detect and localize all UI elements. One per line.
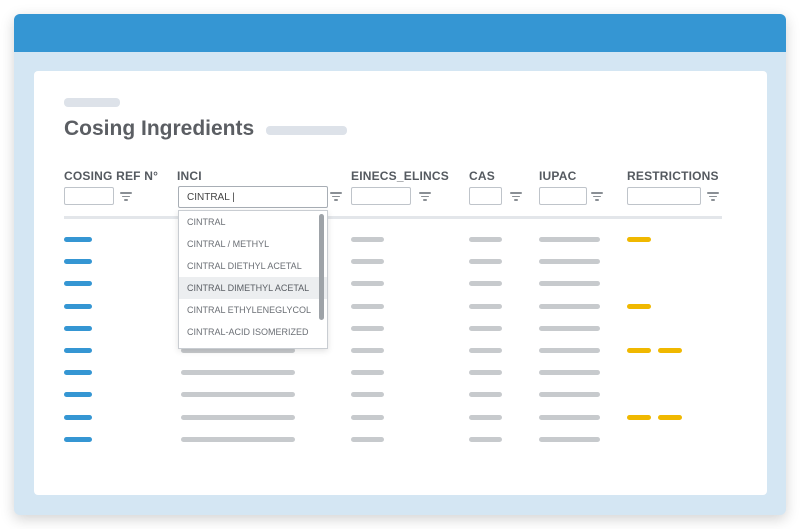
column-header-cas[interactable]: CAS [469,169,495,183]
einecs-placeholder [351,437,384,442]
einecs-filter-icon[interactable] [419,190,431,202]
iupac-placeholder [539,237,600,242]
cas-placeholder [469,348,502,353]
column-header-inci[interactable]: INCI [177,169,202,183]
restriction-placeholder [627,348,651,353]
cas-placeholder [469,370,502,375]
restriction-placeholder [627,237,651,242]
einecs-placeholder [351,370,384,375]
einecs-placeholder [351,326,384,331]
autocomplete-option[interactable]: CINTRAL DIETHYL ACETAL [187,261,302,271]
cas-placeholder [469,304,502,309]
cosing-ref-placeholder [64,237,92,242]
cosing-ref-placeholder [64,326,92,331]
inci-placeholder [181,437,295,442]
autocomplete-option[interactable]: CINTRAL ETHYLENEGLYCOL [187,305,312,315]
cas-placeholder [469,415,502,420]
iupac-placeholder [539,281,600,286]
einecs-filter-input[interactable] [351,187,411,205]
column-header-cosing-ref[interactable]: COSING REF N° [64,169,159,183]
inci-placeholder [181,392,295,397]
inci-placeholder [181,415,295,420]
iupac-placeholder [539,348,600,353]
restriction-placeholder [658,415,682,420]
inci-placeholder [181,348,295,353]
cosing-ref-placeholder [64,259,92,264]
iupac-placeholder [539,259,600,264]
column-header-iupac[interactable]: IUPAC [539,169,577,183]
einecs-placeholder [351,415,384,420]
cas-placeholder [469,281,502,286]
breadcrumb-placeholder [64,98,120,107]
autocomplete-option-highlighted[interactable]: CINTRAL DIMETHYL ACETAL [179,277,327,299]
restrictions-filter-input[interactable] [627,187,701,205]
cas-filter-icon[interactable] [510,190,522,202]
autocomplete-option[interactable]: CINTRAL [187,217,226,227]
restrictions-filter-icon[interactable] [707,190,719,202]
ingredients-card: Cosing Ingredients COSING REF N° INCI EI… [34,71,767,495]
iupac-placeholder [539,415,600,420]
iupac-filter-input[interactable] [539,187,587,205]
cosing-ref-placeholder [64,437,92,442]
inci-placeholder [181,370,295,375]
inci-filter-icon[interactable] [330,190,342,202]
autocomplete-option[interactable]: CINTRAL-ACID ISOMERIZED [187,327,309,337]
einecs-placeholder [351,281,384,286]
autocomplete-option[interactable]: CINTRAL / METHYL [187,239,270,249]
cas-placeholder [469,326,502,331]
header-divider [64,216,722,219]
column-header-restrictions[interactable]: RESTRICTIONS [627,169,719,183]
restriction-placeholder [627,415,651,420]
cosing-ref-placeholder [64,281,92,286]
iupac-placeholder [539,437,600,442]
einecs-placeholder [351,259,384,264]
column-header-einecs-elincs[interactable]: EINECS_ELINCS [351,169,449,183]
einecs-placeholder [351,392,384,397]
iupac-placeholder [539,326,600,331]
iupac-placeholder [539,392,600,397]
inci-autocomplete-dropdown[interactable]: CINTRAL CINTRAL / METHYL CINTRAL DIETHYL… [178,210,328,349]
cosing-ref-placeholder [64,304,92,309]
cas-placeholder [469,437,502,442]
cosing-ref-placeholder [64,392,92,397]
inci-filter-input[interactable]: CINTRAL | [178,186,328,208]
cas-placeholder [469,237,502,242]
cas-placeholder [469,392,502,397]
iupac-placeholder [539,370,600,375]
einecs-placeholder [351,304,384,309]
restriction-placeholder [658,348,682,353]
dropdown-scrollbar[interactable] [319,214,324,320]
cosing-ref-placeholder [64,415,92,420]
cosing-ref-placeholder [64,370,92,375]
cosing-ref-filter-icon[interactable] [120,190,132,202]
title-subtext-placeholder [266,126,347,135]
cosing-ref-placeholder [64,348,92,353]
iupac-filter-icon[interactable] [591,190,603,202]
cosing-ref-filter-input[interactable] [64,187,114,205]
iupac-placeholder [539,304,600,309]
title-bar [14,14,786,52]
app-window: Cosing Ingredients COSING REF N° INCI EI… [14,14,786,515]
page-title: Cosing Ingredients [64,117,255,140]
cas-filter-input[interactable] [469,187,502,205]
cas-placeholder [469,259,502,264]
restriction-placeholder [627,304,651,309]
einecs-placeholder [351,237,384,242]
einecs-placeholder [351,348,384,353]
